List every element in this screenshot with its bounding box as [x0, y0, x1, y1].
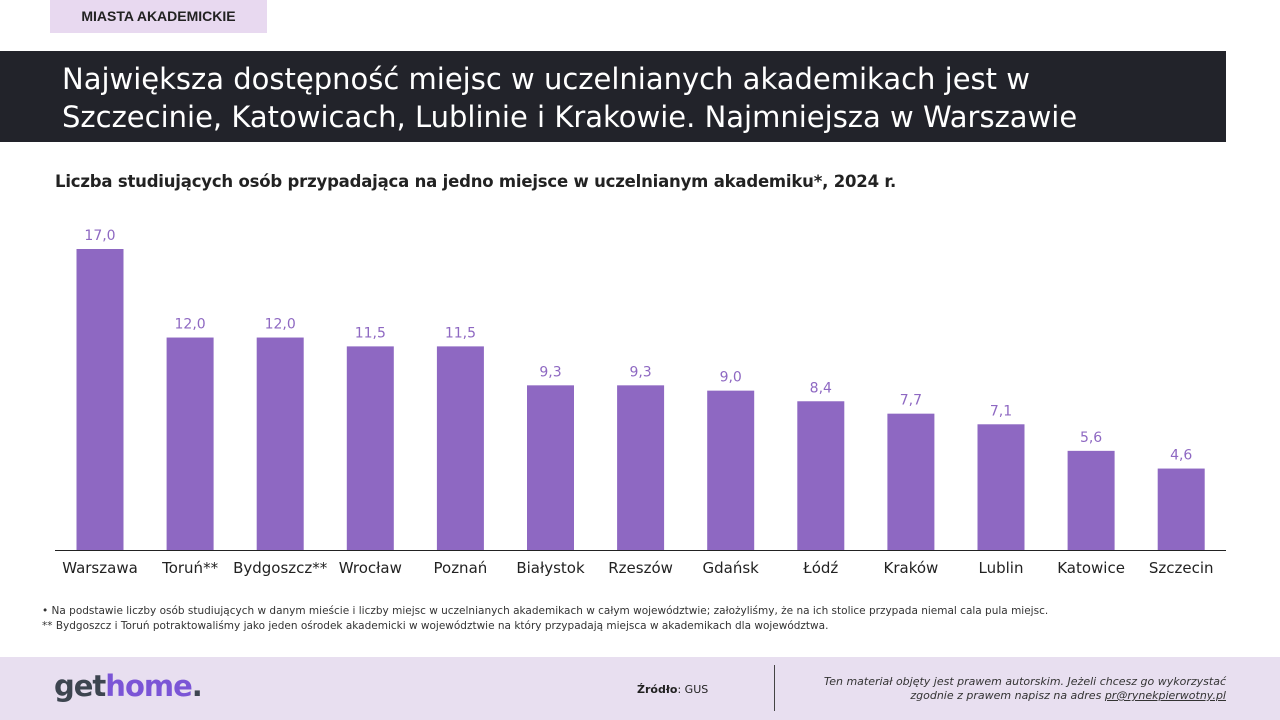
footer: gethome. Źródło: GUS Ten materiał objęty…: [0, 657, 1280, 720]
data-label-11: 5,6: [1080, 430, 1102, 446]
category-label-6: Rzeszów: [608, 559, 673, 577]
headline-banner: Największa dostępność miejsc w uczelnian…: [0, 51, 1226, 142]
bar-2: [256, 337, 304, 550]
logo-part-get: get: [54, 669, 106, 703]
data-label-10: 7,1: [990, 403, 1012, 419]
bar-4: [436, 346, 484, 550]
data-label-1: 12,0: [175, 317, 206, 333]
category-label-12: Szczecin: [1149, 559, 1214, 577]
category-label-7: Gdańsk: [703, 559, 760, 577]
bar-chart: 17,0 Warszawa 12,0 Toruń** 12,0 Bydgoszcz** 11…: [55, 228, 1226, 577]
headline-text: Największa dostępność miejsc w uczelnian…: [62, 62, 1078, 134]
bar-11: [1067, 450, 1115, 550]
data-label-12: 4,6: [1170, 448, 1192, 464]
gethome-logo[interactable]: gethome.: [54, 669, 203, 703]
footnote-1: • Na podstawie liczby osób studiujących …: [42, 605, 1049, 617]
bar-8: [797, 401, 845, 550]
copyright-line-2-text: zgodnie z prawem napisz na adres: [910, 689, 1105, 702]
footnote-2: ** Bydgoszcz i Toruń potraktowaliśmy jak…: [42, 620, 829, 632]
footer-divider: [774, 665, 775, 711]
data-label-4: 11,5: [445, 325, 476, 341]
source-note: Źródło: GUS: [637, 683, 708, 696]
copyright-line-1: Ten materiał objęty jest prawem autorski…: [823, 675, 1226, 688]
category-label-10: Lublin: [979, 559, 1024, 577]
data-label-7: 9,0: [720, 370, 742, 386]
logo-part-home: home: [105, 669, 192, 703]
bar-10: [977, 424, 1025, 550]
copyright-email-link[interactable]: pr@rynekpierwotny.pl: [1104, 689, 1226, 702]
bar-12: [1157, 468, 1205, 550]
bar-3: [346, 346, 394, 550]
section-tag: MIASTA AKADEMICKIE: [50, 0, 267, 33]
bar-6: [617, 385, 665, 550]
data-label-2: 12,0: [265, 317, 296, 333]
category-label-4: Poznań: [434, 559, 488, 577]
bar-7: [707, 390, 755, 550]
data-label-6: 9,3: [629, 364, 651, 380]
bar-0: [76, 249, 124, 550]
category-label-2: Bydgoszcz**: [233, 559, 328, 577]
data-label-8: 8,4: [810, 380, 832, 396]
copyright-note: Ten materiał objęty jest prawem autorski…: [824, 675, 1226, 703]
category-label-11: Katowice: [1057, 559, 1125, 577]
bar-1: [166, 337, 214, 550]
category-label-3: Wrocław: [339, 559, 402, 577]
source-value: : GUS: [677, 683, 709, 696]
category-label-1: Toruń**: [161, 559, 218, 577]
chart-title: Liczba studiujących osób przypadająca na…: [55, 172, 897, 191]
logo-part-dot: .: [191, 669, 203, 703]
category-label-8: Łódź: [802, 559, 838, 577]
category-label-0: Warszawa: [62, 559, 138, 577]
category-label-9: Kraków: [884, 559, 939, 577]
category-label-5: Białystok: [516, 559, 585, 577]
footnotes: • Na podstawie liczby osób studiujących …: [42, 604, 1048, 634]
copyright-line-2: zgodnie z prawem napisz na adres pr@ryne…: [824, 689, 1226, 703]
bar-5: [527, 385, 574, 550]
bar-9: [887, 413, 935, 550]
data-label-5: 9,3: [539, 364, 561, 380]
data-label-9: 7,7: [900, 393, 922, 409]
source-label: Źródło: [637, 683, 678, 696]
data-label-3: 11,5: [355, 325, 386, 341]
data-label-0: 17,0: [84, 228, 115, 244]
